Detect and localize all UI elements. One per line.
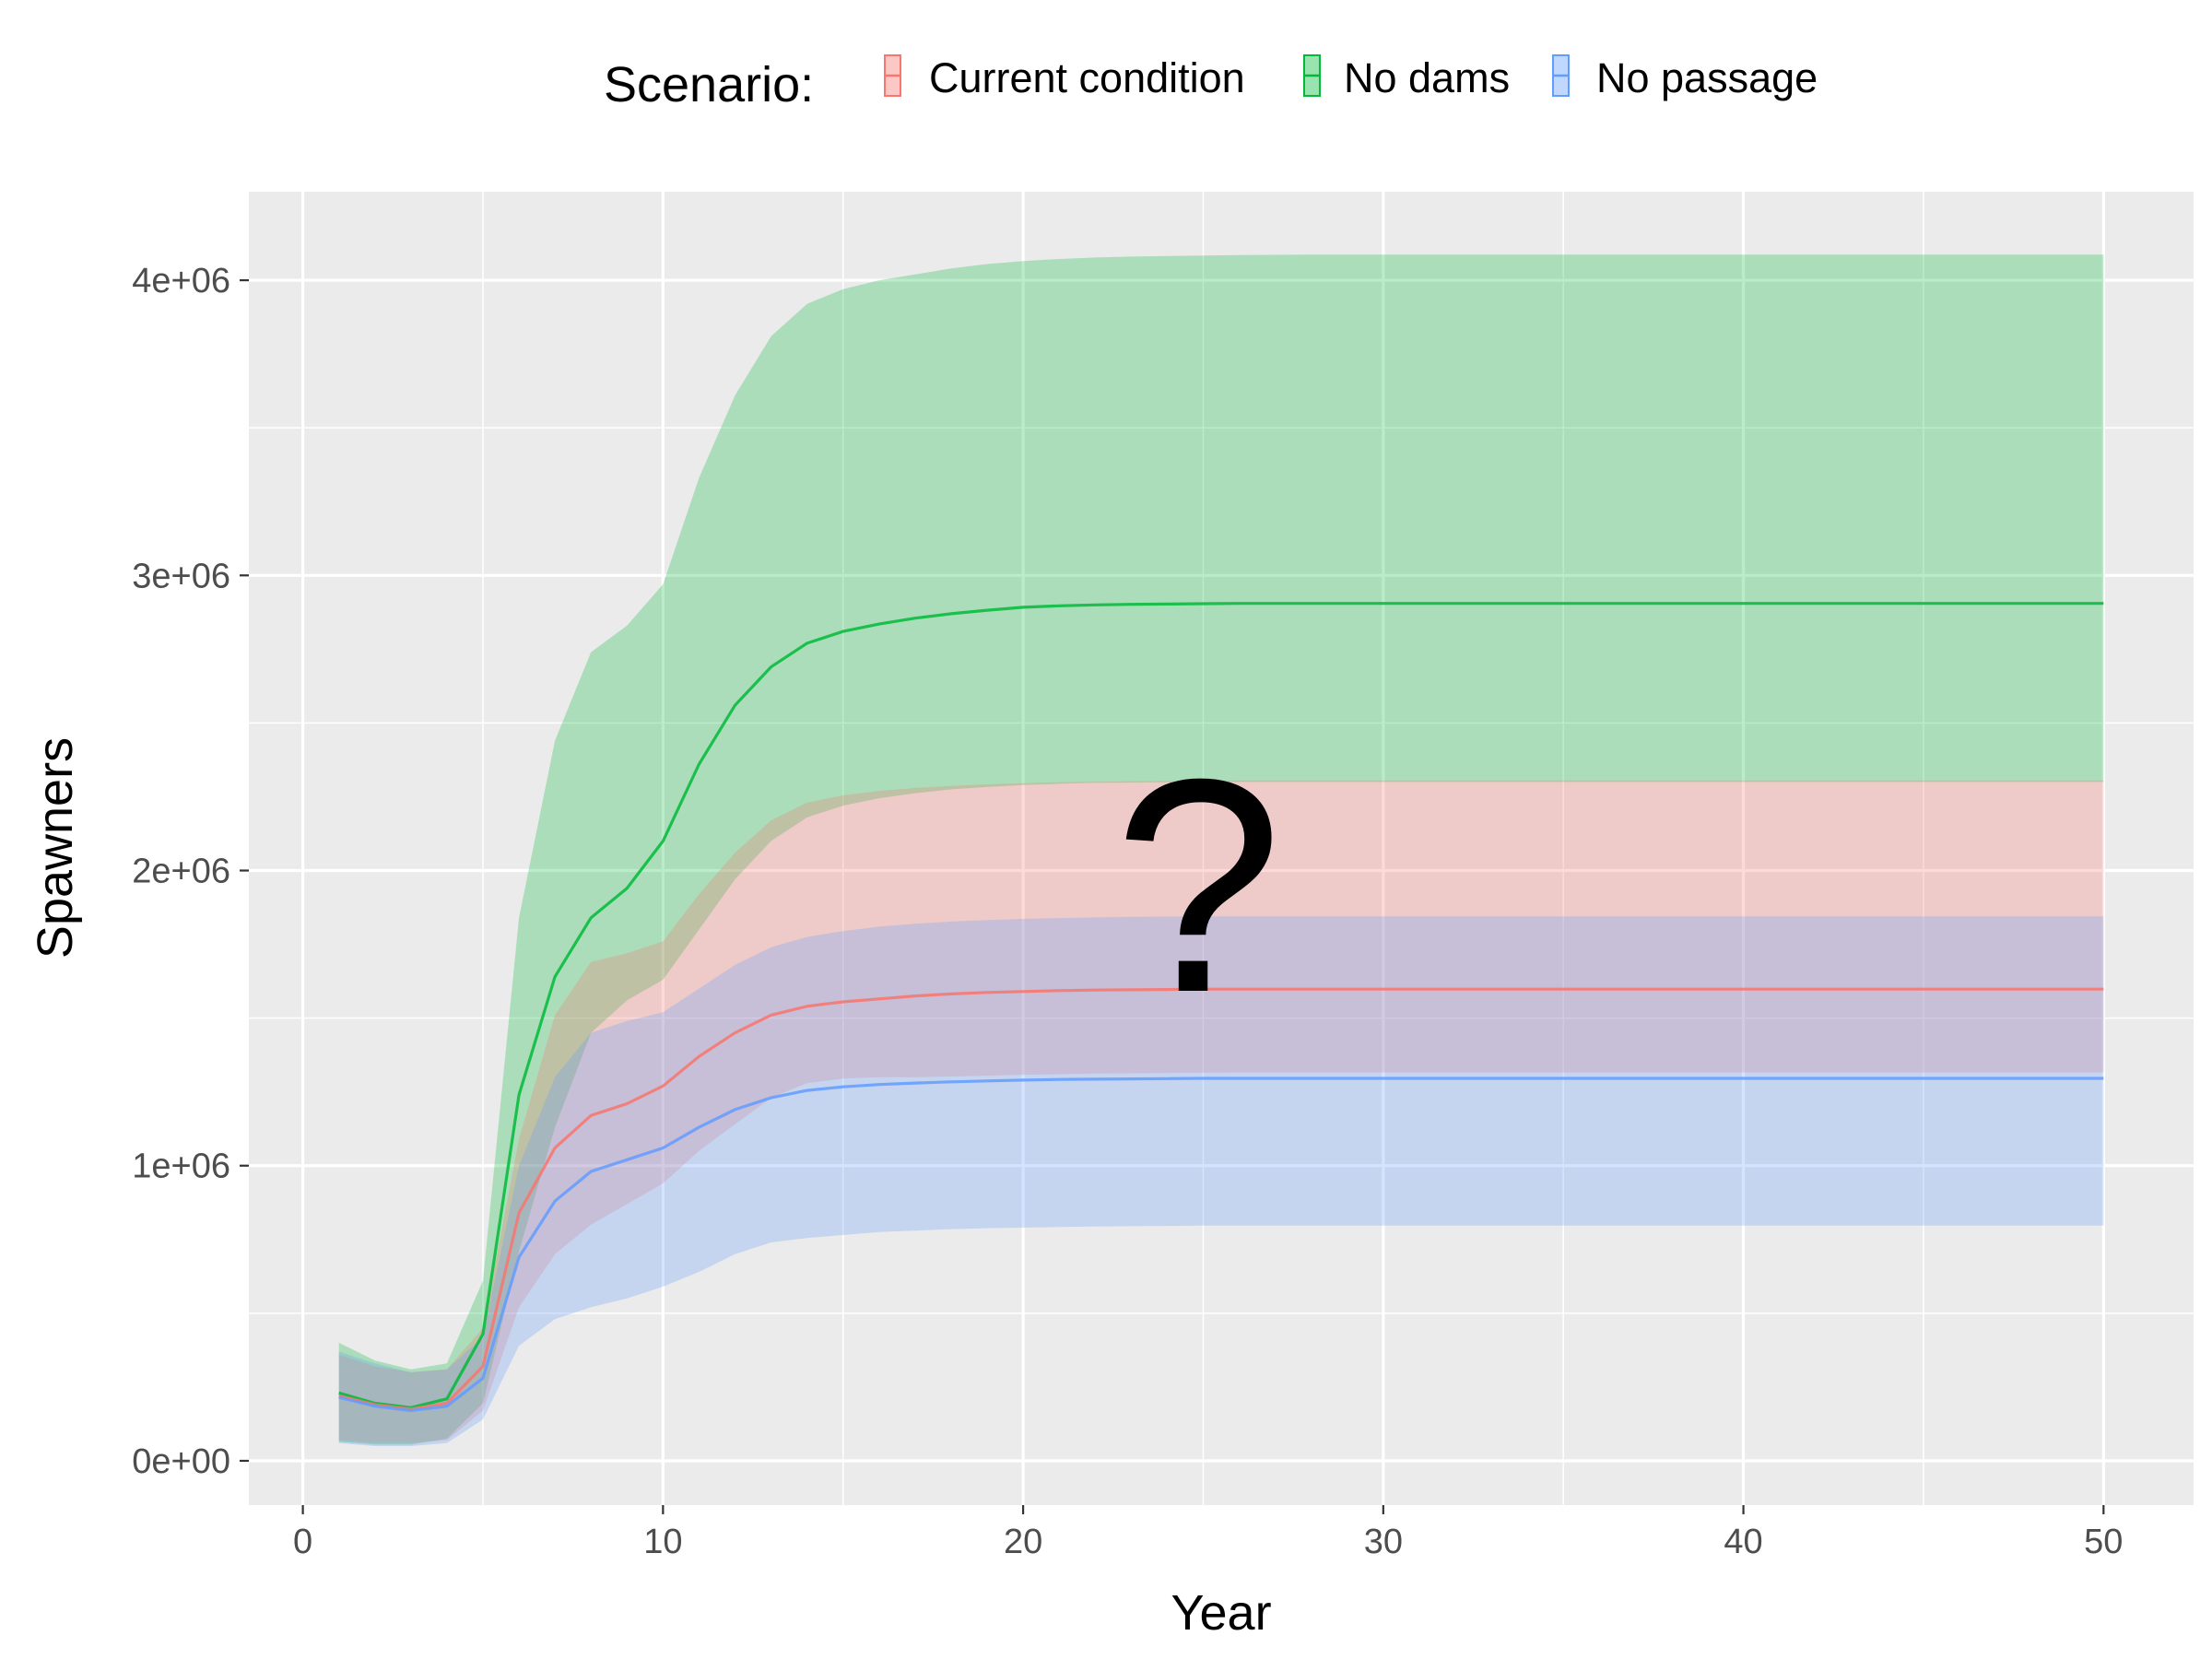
line-no-dams xyxy=(338,602,2104,1409)
plot-panel xyxy=(249,192,2194,1505)
x-axis: 0 10 20 30 40 50 xyxy=(293,1505,2123,1561)
band-no-dams xyxy=(338,254,2104,1445)
legend-title: Scenario: xyxy=(604,57,814,112)
line-no-passage xyxy=(338,1077,2104,1413)
mean-lines xyxy=(338,602,2104,1413)
legend-entry-current-condition: Current condition xyxy=(884,54,1245,101)
x-tick-label: 20 xyxy=(1004,1523,1042,1561)
y-tick-label: 3e+06 xyxy=(132,557,230,595)
band-no-passage xyxy=(338,916,2104,1446)
legend-entry-no-dams: No dams xyxy=(1303,54,1510,101)
x-tick-label: 0 xyxy=(293,1523,312,1561)
confidence-bands xyxy=(338,254,2104,1446)
x-tick-label: 40 xyxy=(1724,1523,1762,1561)
band-current-condition xyxy=(338,780,2104,1443)
y-tick-label: 0e+00 xyxy=(132,1442,230,1481)
x-axis-title: Year xyxy=(1171,1585,1271,1641)
legend-label-current-condition: Current condition xyxy=(929,54,1245,101)
x-tick-label: 50 xyxy=(2084,1523,2123,1561)
grid xyxy=(249,192,2194,1505)
y-axis: 0e+00 1e+06 2e+06 3e+06 4e+06 xyxy=(132,262,249,1481)
y-tick-label: 1e+06 xyxy=(132,1147,230,1186)
question-mark-annotation: ? xyxy=(1113,715,1283,1055)
line-current-condition xyxy=(338,987,2104,1411)
y-tick-label: 2e+06 xyxy=(132,853,230,891)
legend-label-no-dams: No dams xyxy=(1344,54,1510,101)
y-axis-title: Spawners xyxy=(28,737,83,959)
y-tick-label: 4e+06 xyxy=(132,262,230,300)
x-tick-label: 30 xyxy=(1364,1523,1403,1561)
legend: Scenario: Current condition No dams No p… xyxy=(604,54,1818,112)
legend-label-no-passage: No passage xyxy=(1596,54,1818,101)
legend-entry-no-passage: No passage xyxy=(1552,54,1818,101)
x-tick-label: 10 xyxy=(643,1523,682,1561)
